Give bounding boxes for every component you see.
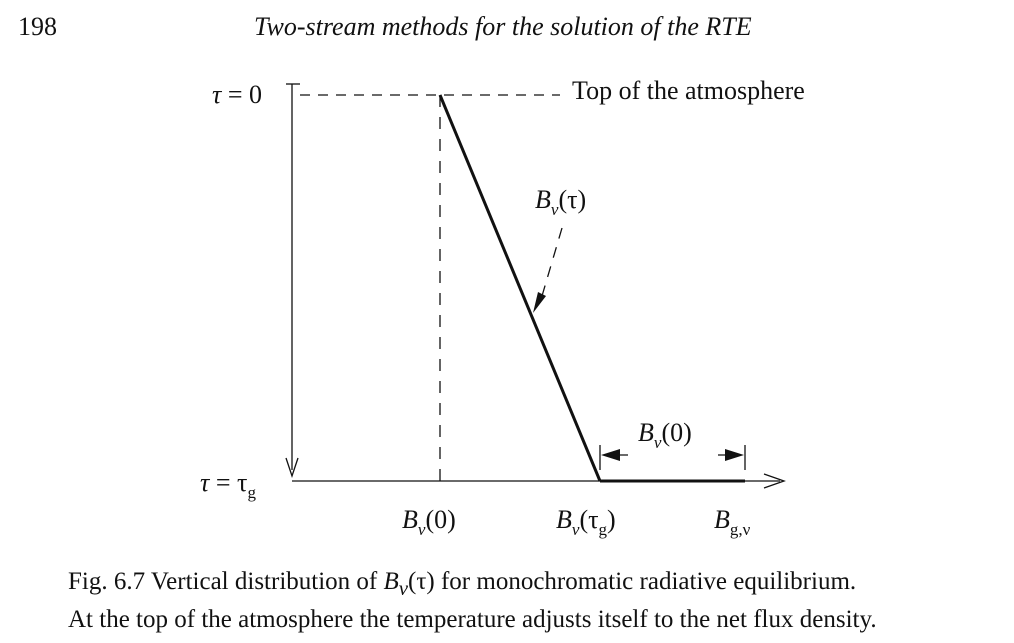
flux-double-arrow xyxy=(599,440,746,470)
planck-function-line xyxy=(438,94,602,482)
tick-label-b0: Bν(0) xyxy=(402,505,456,539)
curve-pointer-arrow xyxy=(533,227,563,313)
flux-label: Bν(0) xyxy=(638,418,692,452)
running-title: Two-stream methods for the solution of t… xyxy=(254,12,752,41)
tick-label-btau-g: Bν(τg) xyxy=(556,505,616,539)
tau-top-label: τ = 0 xyxy=(212,80,262,109)
tau-axis xyxy=(285,83,300,479)
tau-ground-label: τ = τg xyxy=(200,468,256,502)
caption-line-2: At the top of the atmosphere the tempera… xyxy=(68,606,877,633)
page-number: 198 xyxy=(18,12,57,41)
curve-label: Bν(τ) xyxy=(535,185,586,219)
top-of-atmosphere-label: Top of the atmosphere xyxy=(572,76,805,105)
tick-label-bg: Bg,ν xyxy=(714,505,751,539)
figure-caption: Fig. 6.7 Vertical distribution of Bν(τ) … xyxy=(68,566,998,636)
caption-line-1: Fig. 6.7 Vertical distribution of Bν(τ) … xyxy=(68,568,857,600)
